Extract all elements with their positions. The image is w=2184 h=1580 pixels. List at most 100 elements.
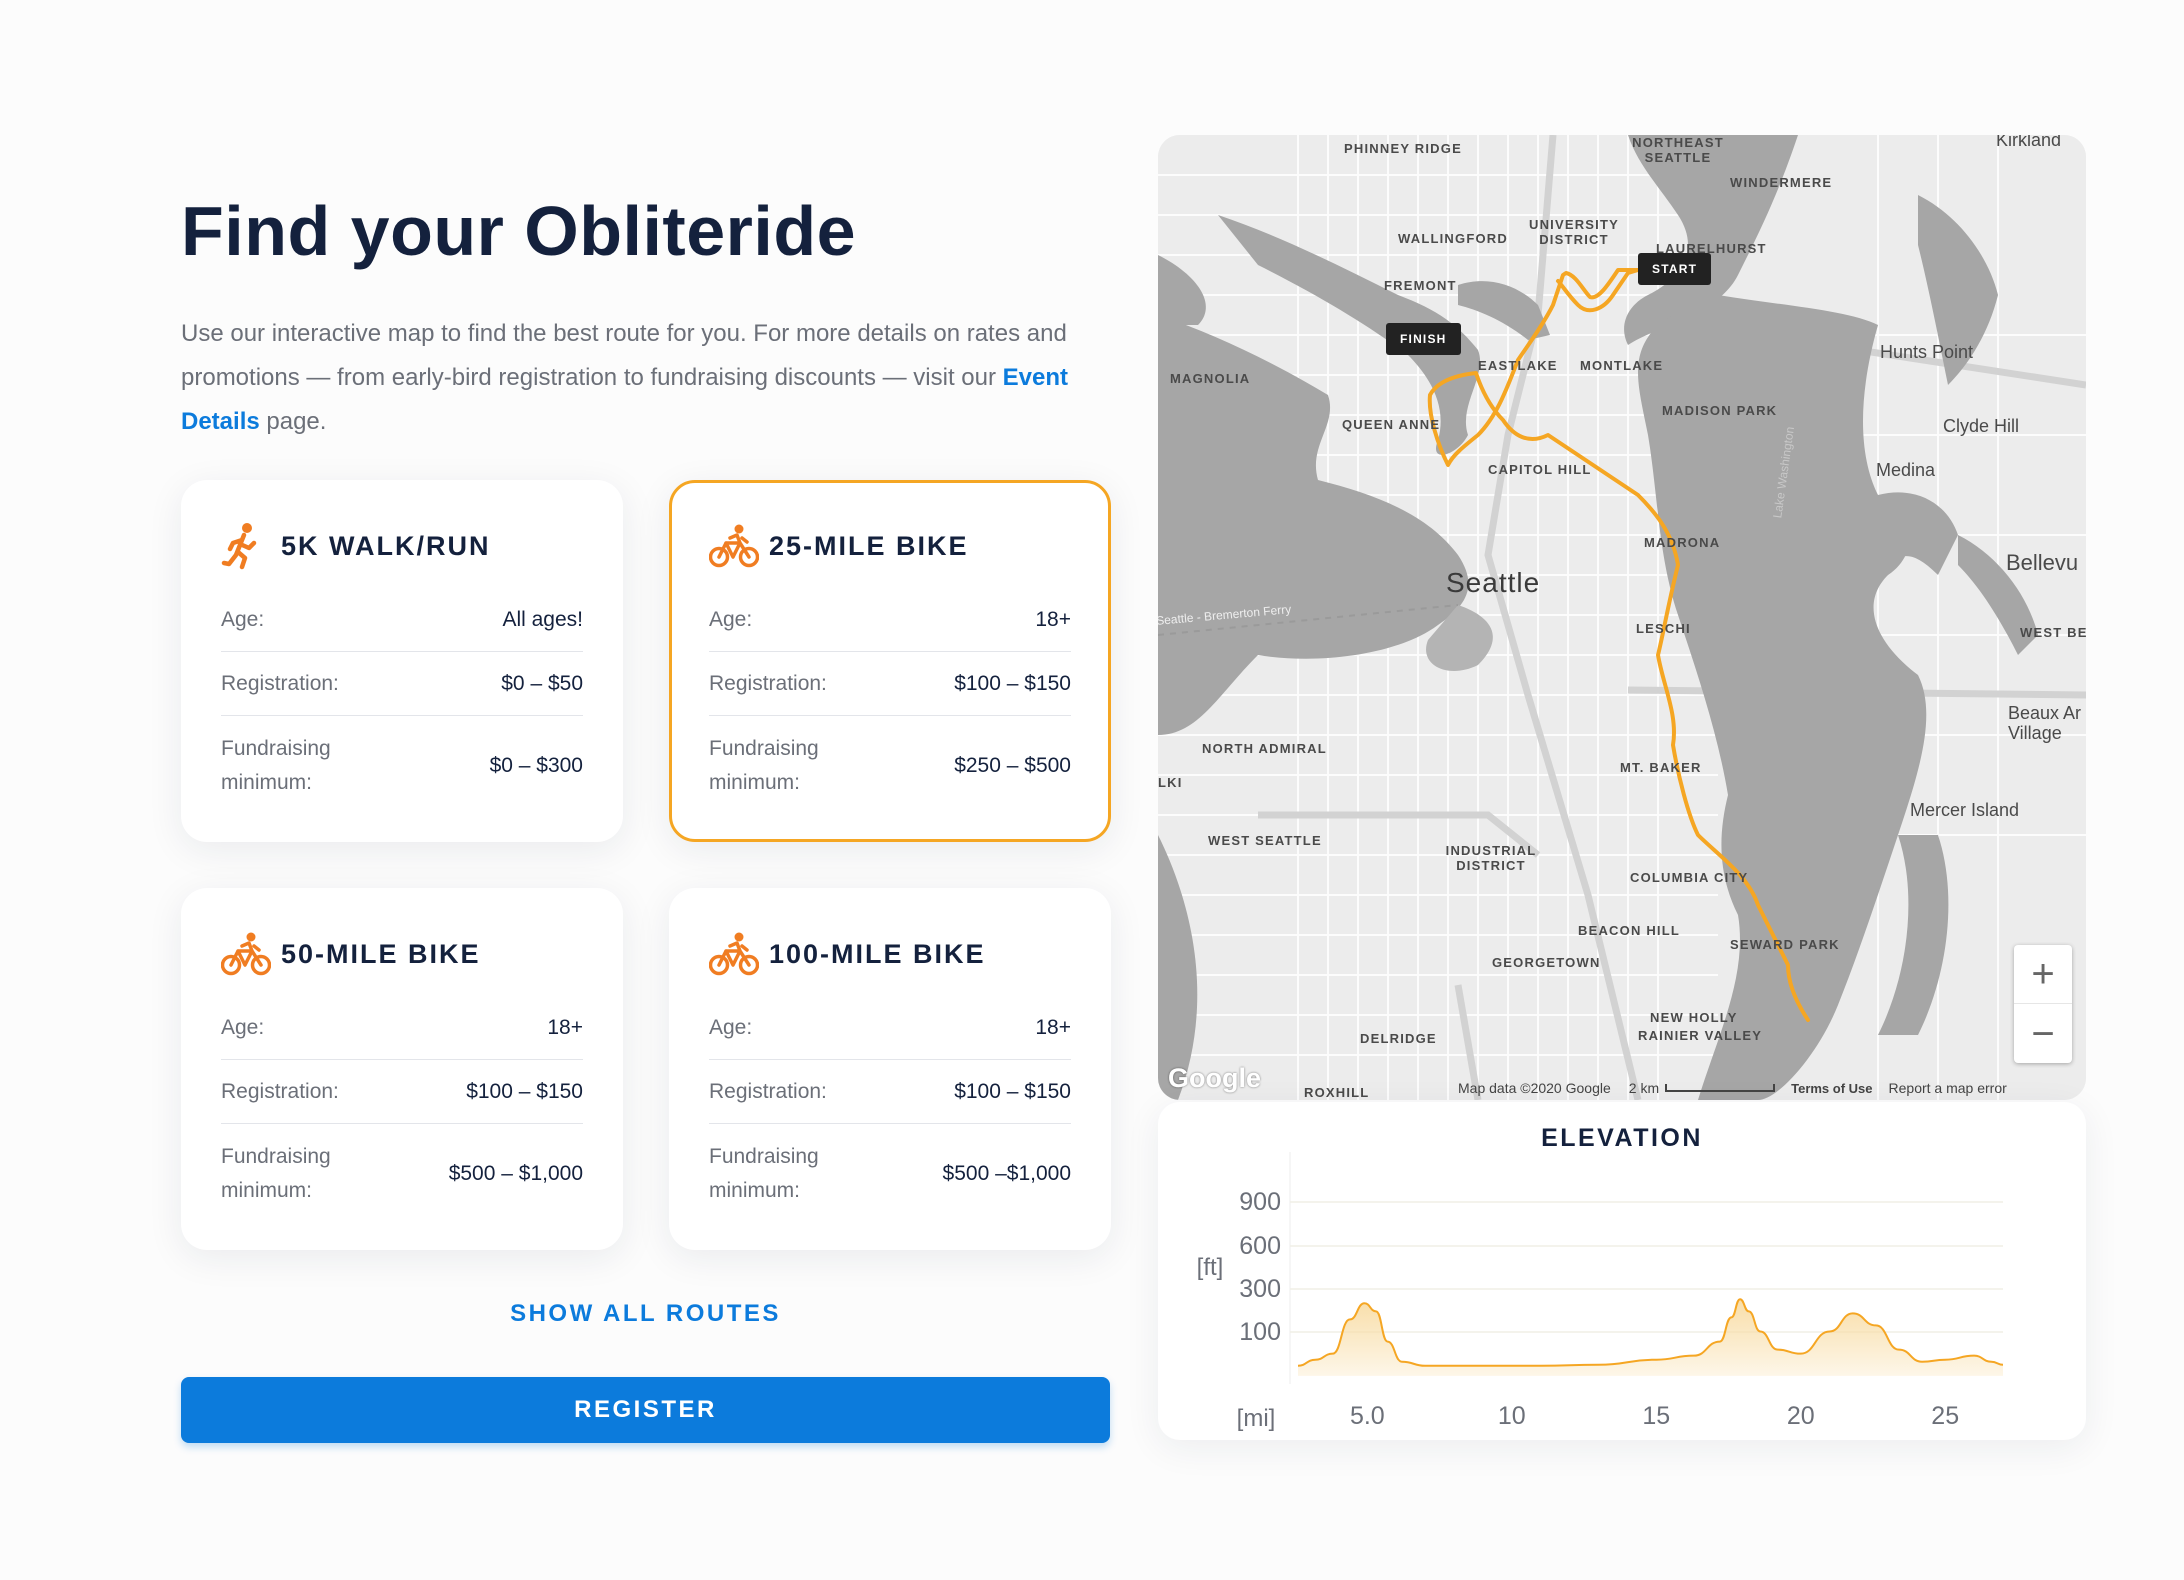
- registration-label: Registration:: [709, 1079, 827, 1103]
- fundraising-value: $0 – $300: [489, 754, 583, 777]
- fundraising-value: $250 – $500: [954, 754, 1071, 777]
- registration-value: $100 – $150: [466, 1079, 583, 1103]
- x-tick-label: 5.0: [1350, 1402, 1385, 1430]
- map-label: WEST SEATTLE: [1208, 833, 1322, 848]
- age-label: Age:: [221, 1015, 265, 1039]
- age-value: 18+: [1035, 607, 1071, 631]
- map-label: DELRIDGE: [1360, 1031, 1437, 1046]
- age-row: Age: 18+: [709, 588, 1071, 652]
- age-value: 18+: [1035, 1015, 1071, 1039]
- x-tick-label: 10: [1498, 1402, 1526, 1430]
- map-label: GEORGETOWN: [1492, 955, 1601, 970]
- route-name: 50-MILE BIKE: [281, 938, 481, 969]
- scale-label: 2 km: [1628, 1080, 1660, 1096]
- map-label: NORTHEAST SEATTLE: [1632, 135, 1724, 165]
- route-map[interactable]: PHINNEY RIDGE NORTHEAST SEATTLE Kirkland…: [1158, 135, 2086, 1100]
- fundraising-label: Fundraising minimum:: [709, 737, 819, 794]
- route-card-25-mile[interactable]: 25-MILE BIKE Age: 18+ Registration: $100 –…: [669, 480, 1111, 842]
- registration-label: Registration:: [221, 1079, 339, 1103]
- finish-flag[interactable]: FINISH: [1386, 323, 1461, 355]
- fundraising-row: Fundraising minimum: $0 – $300: [221, 716, 583, 816]
- x-tick-label: 15: [1642, 1402, 1670, 1430]
- fundraising-row: Fundraising minimum: $500 – $1,000: [221, 1124, 583, 1224]
- route-cards: 5K WALK/RUN Age: All ages! Registration: $…: [181, 480, 1111, 1250]
- map-label: UNIVERSITY DISTRICT: [1528, 217, 1619, 247]
- route-line: [1427, 268, 1810, 1022]
- map-label: MONTLAKE: [1580, 358, 1664, 373]
- route-name: 100-MILE BIKE: [769, 938, 986, 969]
- map-label: Bellevu: [2006, 550, 2079, 575]
- report-error-link[interactable]: Report a map error: [1888, 1080, 2007, 1096]
- scale-bar: [1665, 1084, 1776, 1092]
- map-label: FREMONT: [1384, 278, 1457, 293]
- age-label: Age:: [709, 1015, 753, 1039]
- page-title: Find your Obliteride: [181, 192, 857, 270]
- registration-row: Registration: $0 – $50: [221, 652, 583, 716]
- fundraising-row: Fundraising minimum: $250 – $500: [709, 716, 1071, 816]
- map-label: ROXHILL: [1304, 1085, 1370, 1100]
- intro-tail: page.: [259, 408, 327, 435]
- bike-icon: [709, 522, 759, 570]
- map-label: Mercer Island: [1910, 800, 2020, 820]
- map-label: NORTH ADMIRAL: [1202, 741, 1327, 756]
- route-card-100-mile[interactable]: 100-MILE BIKE Age: 18+ Registration: $100 …: [669, 888, 1111, 1250]
- zoom-out-button[interactable]: −: [2031, 1011, 2055, 1056]
- y-tick-label: 100: [1239, 1318, 1281, 1346]
- elevation-chart[interactable]: 900 600 300 100 [ft] 5.0 10 15 20 25 [mi]: [1158, 1102, 2086, 1440]
- fundraising-row: Fundraising minimum: $500 –$1,000: [709, 1124, 1071, 1224]
- age-row: Age: 18+: [709, 996, 1071, 1060]
- map-label: CAPITOL HILL: [1488, 462, 1592, 477]
- fundraising-value: $500 – $1,000: [448, 1162, 583, 1185]
- age-value: All ages!: [502, 607, 583, 631]
- map-label: WALLINGFORD: [1398, 231, 1508, 246]
- route-name: 25-MILE BIKE: [769, 530, 969, 561]
- map-label: Kirkland: [1996, 135, 2062, 150]
- x-tick-label: 25: [1931, 1402, 1959, 1430]
- registration-row: Registration: $100 – $150: [709, 1060, 1071, 1124]
- map-label: LESCHI: [1636, 621, 1691, 636]
- intro-paragraph: Use our interactive map to find the best…: [181, 312, 1110, 444]
- map-label: SEWARD PARK: [1730, 937, 1840, 952]
- fundraising-label: Fundraising minimum:: [221, 1145, 331, 1202]
- zoom-in-button[interactable]: +: [2014, 945, 2072, 1004]
- registration-value: $0 – $50: [501, 671, 583, 695]
- map-label: WINDERMERE: [1730, 175, 1833, 190]
- start-flag[interactable]: START: [1638, 253, 1712, 285]
- bike-icon: [709, 930, 759, 978]
- map-label: NEW HOLLY: [1650, 1010, 1738, 1025]
- walk-run-icon: [221, 522, 271, 570]
- fundraising-label: Fundraising minimum:: [709, 1145, 819, 1202]
- zoom-controls: + −: [2014, 945, 2072, 1063]
- show-all-routes-link[interactable]: SHOW ALL ROUTES: [510, 1300, 781, 1327]
- fundraising-label: Fundraising minimum:: [221, 737, 331, 794]
- intro-section: Find your Obliteride Use our interactive…: [181, 190, 1110, 444]
- map-label: Clyde Hill: [1943, 416, 2020, 436]
- x-axis-label: [mi]: [1237, 1405, 1276, 1432]
- event-details-link[interactable]: Event Details: [181, 364, 1069, 435]
- registration-label: Registration:: [709, 671, 827, 695]
- map-label: COLUMBIA CITY: [1630, 870, 1749, 885]
- register-button[interactable]: REGISTER: [181, 1377, 1110, 1443]
- y-tick-label: 900: [1239, 1188, 1281, 1216]
- terms-link[interactable]: Terms of Use: [1791, 1080, 1873, 1096]
- age-label: Age:: [221, 607, 265, 631]
- elevation-line: [1297, 1298, 2004, 1367]
- map-label: Medina: [1876, 460, 1936, 480]
- map-label: RAINIER VALLEY: [1638, 1028, 1763, 1043]
- map-label: Hunts Point: [1880, 342, 1974, 362]
- map-label: LAURELHURST: [1656, 241, 1767, 256]
- registration-value: $100 – $150: [954, 671, 1071, 695]
- bike-icon: [221, 930, 271, 978]
- map-label-city: Seattle: [1446, 567, 1541, 598]
- map-data-text: Map data ©2020 Google: [1458, 1080, 1611, 1096]
- map-label: Beaux Ar Village: [2008, 703, 2082, 743]
- map-label: PHINNEY RIDGE: [1344, 141, 1462, 156]
- age-row: Age: 18+: [221, 996, 583, 1060]
- map-attribution: Map data ©2020 Google 2 km Terms of Use …: [1158, 1076, 2086, 1100]
- map-label: BEACON HILL: [1578, 923, 1681, 938]
- route-card-50-mile[interactable]: 50-MILE BIKE Age: 18+ Registration: $100 –…: [181, 888, 623, 1250]
- intro-text: Use our interactive map to find the best…: [181, 320, 1067, 391]
- y-axis-label: [ft]: [1197, 1254, 1224, 1281]
- age-value: 18+: [547, 1015, 583, 1039]
- route-card-5k[interactable]: 5K WALK/RUN Age: All ages! Registration: $…: [181, 480, 623, 842]
